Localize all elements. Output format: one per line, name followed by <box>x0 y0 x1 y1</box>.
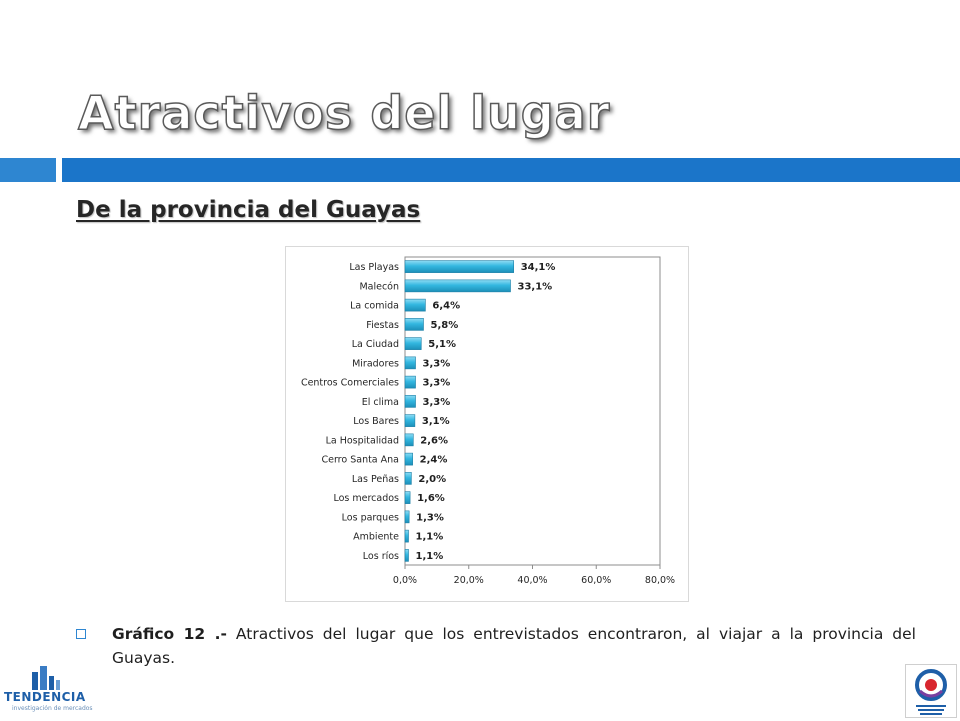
data-label: 2,4% <box>420 455 448 466</box>
data-label: 1,6% <box>417 493 445 504</box>
chart-caption: Gráfico 12 .- Atractivos del lugar que l… <box>76 622 916 670</box>
data-label: 33,1% <box>518 281 553 292</box>
tourism-logo <box>905 664 957 718</box>
bar <box>404 433 414 447</box>
bar <box>404 395 416 408</box>
category-label: La Hospitalidad <box>326 435 399 446</box>
data-label: 6,4% <box>432 301 460 312</box>
caption-text: Gráfico 12 .- Atractivos del lugar que l… <box>112 622 916 670</box>
category-label: Malecón <box>359 281 399 292</box>
logo-left-name: TENDENCIA <box>4 690 86 704</box>
data-label: 1,3% <box>416 512 444 523</box>
data-label: 3,3% <box>423 397 451 408</box>
category-label: Las Peñas <box>352 474 399 485</box>
category-label: Los Bares <box>353 416 399 427</box>
category-label: El clima <box>362 397 399 408</box>
bar <box>404 318 424 331</box>
category-label: Centros Comerciales <box>301 378 399 389</box>
category-label: Cerro Santa Ana <box>321 455 399 466</box>
bar-chart: Las Playas 34,1% Malecón 33,1% La comida 6,4%… <box>285 246 689 602</box>
category-label: Ambiente <box>353 532 399 543</box>
data-label: 3,3% <box>423 378 451 389</box>
data-label: 1,1% <box>416 532 444 543</box>
bar <box>404 491 411 504</box>
logo-left-tagline: investigación de mercados <box>12 705 93 712</box>
category-label: Fiestas <box>366 320 399 331</box>
data-label: 2,6% <box>420 435 448 446</box>
bar <box>404 279 511 293</box>
x-tick-label: 0,0% <box>393 575 417 586</box>
x-tick-label: 40,0% <box>517 575 547 586</box>
building-chart-icon <box>32 666 60 690</box>
tendencia-logo: TENDENCIA investigación de mercados <box>4 664 93 720</box>
tourism-emblem-icon <box>915 669 947 715</box>
data-label: 1,1% <box>416 551 444 562</box>
accent-bar-right <box>62 158 960 182</box>
bar <box>404 260 514 273</box>
x-tick-label: 80,0% <box>645 575 675 586</box>
bar-chart-svg: Las Playas 34,1% Malecón 33,1% La comida 6,4%… <box>301 256 675 586</box>
bar <box>404 529 409 543</box>
caption-lead: Gráfico 12 .- <box>112 625 227 643</box>
category-label: Los ríos <box>363 551 399 562</box>
bar <box>404 549 409 562</box>
bar <box>404 356 416 370</box>
slide-subtitle: De la provincia del Guayas <box>76 197 421 223</box>
category-label: La Ciudad <box>352 339 399 350</box>
slide-title: Atractivos del lugar <box>77 85 611 141</box>
bar <box>404 375 416 389</box>
bar <box>404 452 413 466</box>
x-tick-label: 20,0% <box>454 575 484 586</box>
x-tick-label: 60,0% <box>581 575 611 586</box>
bar <box>404 298 426 312</box>
data-label: 3,1% <box>422 416 450 427</box>
category-label: Los parques <box>342 512 399 523</box>
bar <box>404 510 410 524</box>
data-label: 5,1% <box>428 339 456 350</box>
bar <box>404 414 416 427</box>
data-label: 5,8% <box>430 320 458 331</box>
caption-body: Atractivos del lugar que los entrevistad… <box>112 625 916 667</box>
category-label: La comida <box>350 301 399 312</box>
data-label: 2,0% <box>418 474 446 485</box>
square-bullet-icon <box>76 629 86 639</box>
accent-bar-left <box>0 158 56 182</box>
category-label: Los mercados <box>333 493 399 504</box>
data-label: 3,3% <box>423 358 451 369</box>
category-label: Miradores <box>352 358 399 369</box>
data-label: 34,1% <box>521 262 556 273</box>
category-label: Las Playas <box>349 262 399 273</box>
bar <box>404 337 422 350</box>
bar <box>404 472 412 485</box>
